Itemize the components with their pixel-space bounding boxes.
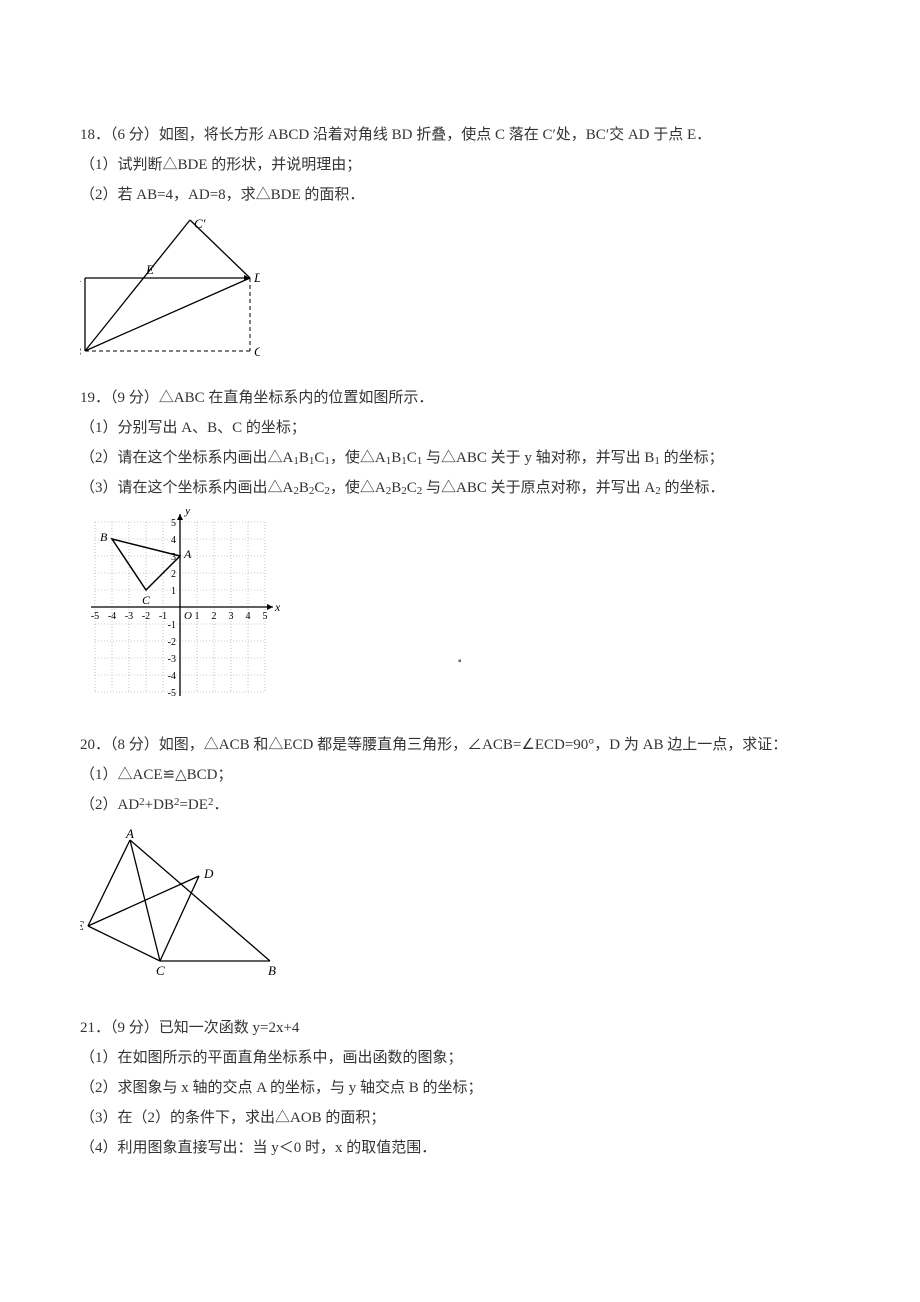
p20-figure: A B C D E <box>80 826 840 987</box>
p20-sub2-c: =DE <box>179 797 207 813</box>
svg-text:-5: -5 <box>168 688 176 699</box>
p19-sub2-d: 的坐标； <box>660 450 724 466</box>
svg-text:-4: -4 <box>168 671 176 682</box>
svg-text:-3: -3 <box>125 611 133 622</box>
svg-text:-2: -2 <box>168 637 176 648</box>
p19-figure: -5-5-4-4-3-3-2-2-1-11122334455OxyABC <box>80 509 840 716</box>
svg-text:C: C <box>142 593 151 607</box>
svg-text:5: 5 <box>263 611 268 622</box>
svg-text:A: A <box>80 270 81 285</box>
svg-text:1: 1 <box>171 586 176 597</box>
p18-sub2: （2）若 AB=4，AD=8，求△BDE 的面积． <box>80 180 840 210</box>
p21-sub1: （1）在如图所示的平面直角坐标系中，画出函数的图象； <box>80 1043 840 1073</box>
svg-text:4: 4 <box>171 535 176 546</box>
problem-21: 21．（9 分）已知一次函数 y=2x+4 （1）在如图所示的平面直角坐标系中，… <box>80 1013 840 1163</box>
svg-text:-5: -5 <box>91 611 99 622</box>
svg-text:2: 2 <box>212 611 217 622</box>
problem-18: 18．（6 分）如图，将长方形 ABCD 沿着对角线 BD 折叠，使点 C 落在… <box>80 120 840 369</box>
p18-sub1: （1）试判断△BDE 的形状，并说明理由； <box>80 150 840 180</box>
svg-text:B: B <box>268 963 276 976</box>
problem-20: 20．（8 分）如图，△ACB 和△ECD 都是等腰直角三角形，∠ACB=∠EC… <box>80 730 840 987</box>
p19-sub3-b: ，使△A <box>330 480 386 496</box>
svg-text:-4: -4 <box>108 611 116 622</box>
svg-text:C: C <box>156 963 165 976</box>
p19-sub2-b: ，使△A <box>330 450 386 466</box>
svg-text:A: A <box>125 826 134 841</box>
svg-text:E: E <box>80 918 84 933</box>
p21-sub4: （4）利用图象直接写出：当 y＜0 时，x 的取值范围． <box>80 1133 840 1163</box>
p19-sub2: （2）请在这个坐标系内画出△A1B1C1，使△A1B1C1 与△ABC 关于 y… <box>80 443 840 473</box>
svg-text:B: B <box>100 530 108 544</box>
svg-text:O: O <box>184 610 192 622</box>
p21-sub3: （3）在（2）的条件下，求出△AOB 的面积； <box>80 1103 840 1133</box>
svg-text:1: 1 <box>195 611 200 622</box>
p18-stem: 18．（6 分）如图，将长方形 ABCD 沿着对角线 BD 折叠，使点 C 落在… <box>80 120 840 150</box>
svg-text:C: C <box>254 344 260 358</box>
svg-text:4: 4 <box>246 611 251 622</box>
p20-sub1: （1）△ACE≌△BCD； <box>80 760 840 790</box>
svg-text:-1: -1 <box>159 611 167 622</box>
p19-sub3-c: 与△ABC 关于原点对称，并写出 A <box>422 480 655 496</box>
svg-text:y: y <box>184 509 191 517</box>
p20-sub2-d: ． <box>213 797 228 813</box>
svg-text:C′: C′ <box>194 216 206 231</box>
page-marker: ▪ <box>458 652 462 672</box>
p19-sub2-c: 与△ABC 关于 y 轴对称，并写出 B <box>422 450 654 466</box>
svg-text:3: 3 <box>229 611 234 622</box>
svg-text:A: A <box>183 547 192 561</box>
p21-sub2: （2）求图象与 x 轴的交点 A 的坐标，与 y 轴交点 B 的坐标； <box>80 1073 840 1103</box>
svg-text:-3: -3 <box>168 654 176 665</box>
p19-sub1: （1）分别写出 A、B、C 的坐标； <box>80 413 840 443</box>
p19-sub3-d: 的坐标． <box>661 480 725 496</box>
svg-text:x: x <box>274 600 280 614</box>
p20-stem: 20．（8 分）如图，△ACB 和△ECD 都是等腰直角三角形，∠ACB=∠EC… <box>80 730 840 760</box>
svg-text:-1: -1 <box>168 620 176 631</box>
p19-stem: 19．（9 分）△ABC 在直角坐标系内的位置如图所示． <box>80 383 840 413</box>
svg-text:D: D <box>253 270 260 285</box>
svg-text:5: 5 <box>171 518 176 529</box>
p19-sub2-a: （2）请在这个坐标系内画出△A <box>80 450 293 466</box>
p21-stem: 21．（9 分）已知一次函数 y=2x+4 <box>80 1013 840 1043</box>
p18-figure: A D B C E C′ <box>80 216 840 369</box>
p20-sub2-a: （2）AD <box>80 797 139 813</box>
p19-sub3-a: （3）请在这个坐标系内画出△A <box>80 480 293 496</box>
svg-text:2: 2 <box>171 569 176 580</box>
svg-text:-2: -2 <box>142 611 150 622</box>
svg-text:B: B <box>80 344 81 358</box>
p19-sub3: （3）请在这个坐标系内画出△A2B2C2，使△A2B2C2 与△ABC 关于原点… <box>80 473 840 503</box>
svg-text:E: E <box>145 262 154 277</box>
p20-sub2: （2）AD2+DB2=DE2． <box>80 790 840 820</box>
svg-text:D: D <box>203 866 214 881</box>
p20-sub2-b: +DB <box>145 797 174 813</box>
